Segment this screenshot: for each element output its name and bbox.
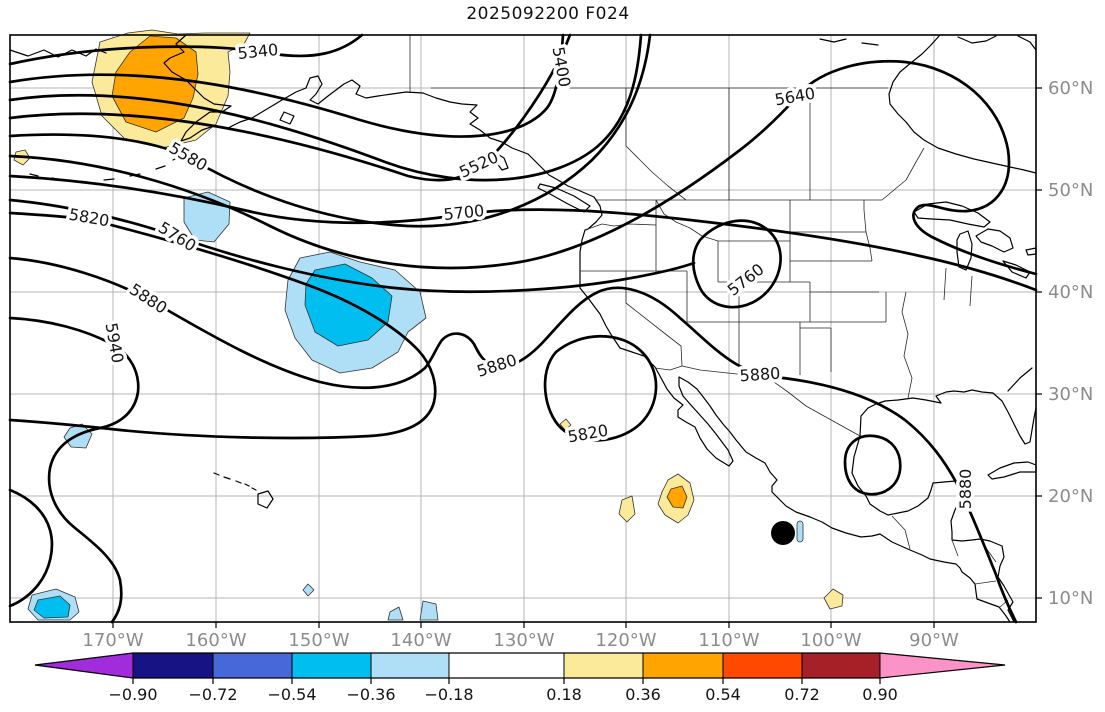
lat-label-20°N: 20°N xyxy=(1048,486,1093,507)
border-manitoba-ontario xyxy=(882,148,924,200)
lat-label-30°N: 30°N xyxy=(1048,384,1093,405)
colorbar-tick-label: 0.72 xyxy=(784,685,820,704)
storm-position-dot xyxy=(771,521,795,545)
positive-anomaly-baja-sliver xyxy=(619,496,635,522)
colorbar-tick-label: −0.36 xyxy=(346,685,395,704)
colorbar-tick-label: 0.90 xyxy=(862,685,898,704)
colorbar-tick-label: −0.90 xyxy=(108,685,157,704)
border-bc-alberta xyxy=(626,88,686,200)
lon-label-100°W: 100°W xyxy=(800,630,861,651)
negative-anomaly-sliver-2 xyxy=(420,601,438,620)
lon-label-120°W: 120°W xyxy=(595,630,656,651)
colorbar-tick-label: −0.54 xyxy=(267,685,316,704)
lon-label-160°W: 160°W xyxy=(185,630,246,651)
lon-label-130°W: 130°W xyxy=(493,630,554,651)
lat-label-40°N: 40°N xyxy=(1048,282,1093,303)
coast-hawaii xyxy=(214,473,273,508)
contour-label-5400: 5400 xyxy=(549,45,575,88)
coast-mexico-gulf xyxy=(852,436,1014,622)
colorbar-band xyxy=(292,653,371,678)
contour-label-5880: 5880 xyxy=(126,280,170,318)
contour-label-5880: 5880 xyxy=(956,469,975,510)
lon-label-150°W: 150°W xyxy=(288,630,349,651)
contour-sw-corner xyxy=(10,490,52,606)
lake-huron xyxy=(976,229,1013,252)
lon-label-170°W: 170°W xyxy=(82,630,143,651)
colorbar-tick-label: −0.72 xyxy=(188,685,237,704)
lake-ontario xyxy=(1026,248,1036,255)
lat-label-60°N: 60°N xyxy=(1048,78,1093,99)
colorbar-band xyxy=(449,653,564,678)
contour-5940 xyxy=(10,318,138,622)
coast-cuba xyxy=(988,462,1036,479)
contour-label-5820: 5820 xyxy=(67,205,110,231)
coast-georgia xyxy=(1008,368,1032,391)
colorbar-band xyxy=(643,653,723,678)
colorbar-band xyxy=(133,653,213,678)
coast-gulf-atlantic xyxy=(860,390,1036,444)
negative-anomaly-sliver-1 xyxy=(388,607,403,620)
colorbar-band xyxy=(564,653,643,678)
lon-label-90°W: 90°W xyxy=(909,630,959,651)
lon-label-110°W: 110°W xyxy=(698,630,759,651)
colorbar-tick-label: 0.36 xyxy=(625,685,661,704)
negative-anomaly-storm-bar xyxy=(797,521,803,542)
contour-label-5760: 5760 xyxy=(724,260,768,300)
anomaly-shading xyxy=(14,30,843,620)
coast-kodiak-island xyxy=(280,112,294,124)
colorbar-tick-label: −0.18 xyxy=(424,685,473,704)
colorbar-label-layer: −0.90 −0.72 −0.54 −0.36 −0.18 0.18 0.36 0.54 0.7… xyxy=(108,685,897,704)
contour-label-5340: 5340 xyxy=(237,40,279,63)
anomaly-colorbar xyxy=(35,653,1005,678)
colorbar-band xyxy=(371,653,449,678)
negative-anomaly-diamond xyxy=(303,584,314,596)
colorbar-arrow-right xyxy=(880,653,1005,678)
coast-hudson-bay xyxy=(889,35,1036,173)
colorbar-arrow-left xyxy=(35,653,133,678)
colorbar-tick-label: 0.18 xyxy=(546,685,582,704)
colorbar-band xyxy=(802,653,880,678)
lat-label-50°N: 50°N xyxy=(1048,180,1093,201)
colorbar-tick-label: 0.54 xyxy=(705,685,741,704)
contour-label-5940: 5940 xyxy=(102,321,128,364)
lon-label-140°W: 140°W xyxy=(390,630,451,651)
colorbar-band xyxy=(723,653,802,678)
colorbar-band xyxy=(213,653,292,678)
contour-label-5520: 5520 xyxy=(456,147,501,181)
weather-map: 5340540055205580564057005760576058205820… xyxy=(0,0,1105,712)
lat-label-10°N: 10°N xyxy=(1048,588,1093,609)
page-title: 2025092200 F024 xyxy=(35,4,1061,24)
contour-label-5580: 5580 xyxy=(166,138,211,175)
contour-label-5880: 5880 xyxy=(739,364,781,386)
political-borders xyxy=(410,35,1008,607)
coast-vancouver-island xyxy=(538,184,590,212)
positive-anomaly-s-mexico xyxy=(824,589,843,609)
contour-label-5820: 5820 xyxy=(566,421,609,447)
